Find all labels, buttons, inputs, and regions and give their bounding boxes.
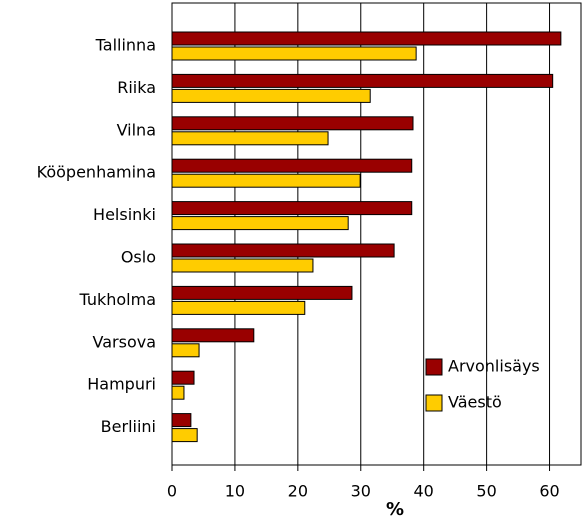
x-tick-label: 0 (167, 482, 177, 501)
y-tick-label: Hampuri (87, 375, 156, 394)
bar (171, 300, 306, 315)
legend-label: Arvonlisäys (448, 357, 540, 376)
plot-frame (171, 2, 582, 466)
x-tick-label: 20 (288, 482, 308, 501)
y-tick-label: Tallinna (95, 36, 156, 55)
x-tick-label: 60 (539, 482, 559, 501)
bar (171, 243, 395, 258)
y-tick-label: Varsova (93, 332, 156, 351)
legend-swatch (425, 394, 443, 412)
bar (171, 73, 554, 88)
y-tick-label: Vilna (117, 120, 156, 139)
bar (171, 328, 255, 343)
y-tick-label: Oslo (121, 248, 156, 267)
y-tick-label: Tukholma (78, 290, 156, 309)
bar (171, 413, 192, 428)
bar (171, 385, 185, 400)
y-tick-label: Riika (117, 78, 156, 97)
bar (171, 131, 329, 146)
bar (171, 258, 314, 273)
bar (171, 216, 349, 231)
bar (171, 116, 414, 131)
y-tick-label: Helsinki (93, 205, 156, 224)
bar (171, 88, 371, 103)
bar (171, 31, 562, 46)
bar (171, 46, 417, 61)
bar (171, 370, 195, 385)
x-tick-label: 50 (476, 482, 496, 501)
bar (171, 173, 361, 188)
bar (171, 428, 198, 443)
y-tick-label: Kööpenhamina (37, 163, 156, 182)
x-tick-label: 30 (351, 482, 371, 501)
x-tick-label: 40 (414, 482, 434, 501)
x-axis-label: % (386, 499, 404, 520)
x-tick-label: 10 (225, 482, 245, 501)
legend-swatch (425, 358, 443, 376)
legend-label: Väestö (448, 393, 502, 412)
bar (171, 343, 200, 358)
y-tick-label: Berliini (101, 417, 156, 436)
bar (171, 158, 413, 173)
bar (171, 201, 413, 216)
bar (171, 285, 353, 300)
